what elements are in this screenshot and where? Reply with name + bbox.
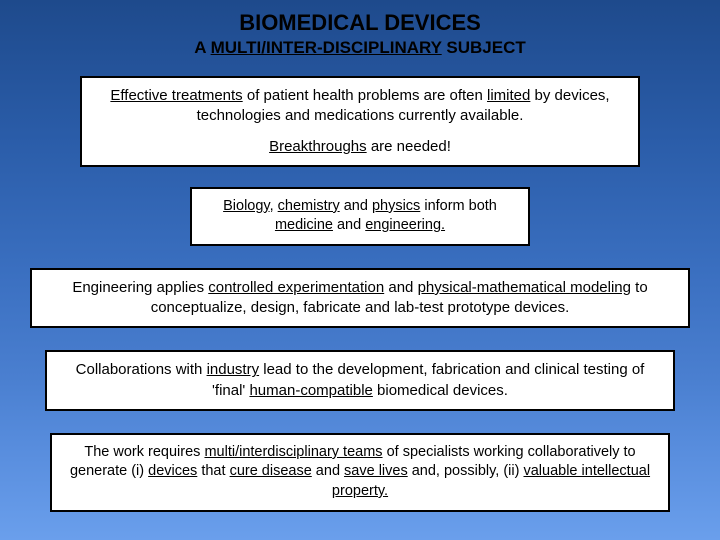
t: controlled experimentation xyxy=(208,279,384,296)
t: and, possibly, (ii) xyxy=(408,463,524,479)
subtitle-underline: MULTI/INTER-DISCIPLINARY xyxy=(211,38,442,57)
t: of patient health problems are often xyxy=(243,87,487,104)
t: and xyxy=(384,279,417,296)
t: Collaborations with xyxy=(76,361,207,378)
t: . xyxy=(441,217,445,233)
t: and xyxy=(312,463,344,479)
t: . xyxy=(384,483,388,499)
box1-line2: Breakthroughs are needed! xyxy=(96,137,624,157)
box-biology-chemistry: Biology, chemistry and physics inform bo… xyxy=(190,187,530,246)
box-engineering: Engineering applies controlled experimen… xyxy=(30,268,690,329)
t: and xyxy=(333,217,365,233)
t: that xyxy=(197,463,229,479)
t: Breakthroughs xyxy=(269,138,367,155)
t: devices xyxy=(148,463,197,479)
t: The work requires xyxy=(84,444,204,460)
t: save lives xyxy=(344,463,408,479)
t: Engineering applies xyxy=(72,279,208,296)
t: industry xyxy=(207,361,260,378)
subtitle-pre: A xyxy=(194,38,210,57)
t: are needed! xyxy=(367,138,451,155)
t: biomedical devices. xyxy=(373,382,508,399)
t: , xyxy=(270,198,278,214)
box-effective-treatments: Effective treatments of patient health p… xyxy=(80,76,640,167)
box1-line1: Effective treatments of patient health p… xyxy=(96,86,624,127)
subtitle: A MULTI/INTER-DISCIPLINARY SUBJECT xyxy=(0,38,720,58)
t: physical-mathematical modeling xyxy=(418,279,631,296)
main-title: BIOMEDICAL DEVICES xyxy=(0,0,720,36)
t: Effective treatments xyxy=(110,87,242,104)
box-work-requires: The work requires multi/interdisciplinar… xyxy=(50,433,670,512)
t: Biology xyxy=(223,198,269,214)
t: chemistry xyxy=(278,198,340,214)
t: and xyxy=(340,198,372,214)
t: engineering xyxy=(365,217,441,233)
t: medicine xyxy=(275,217,333,233)
t: human-compatible xyxy=(249,382,372,399)
t: limited xyxy=(487,87,530,104)
box-collaborations: Collaborations with industry lead to the… xyxy=(45,350,675,411)
t: multi/interdisciplinary teams xyxy=(204,444,382,460)
t: cure disease xyxy=(230,463,312,479)
subtitle-post: SUBJECT xyxy=(442,38,526,57)
t: physics xyxy=(372,198,420,214)
t: inform both xyxy=(420,198,497,214)
